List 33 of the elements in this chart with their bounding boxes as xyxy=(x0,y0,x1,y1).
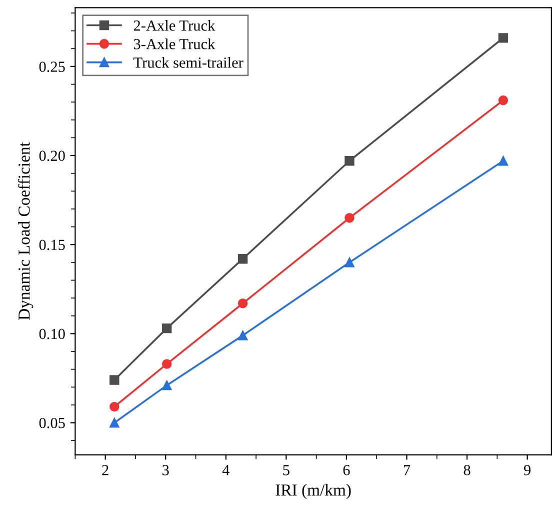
point xyxy=(162,323,172,334)
x-axis-title: IRI (m/km) xyxy=(276,484,351,500)
y-axis-title: Dynamic Load Coefficient xyxy=(18,142,34,320)
point xyxy=(162,359,172,369)
y-tick-label: 0.15 xyxy=(39,240,65,250)
point xyxy=(110,402,120,412)
legend-label: 3-Axle Truck xyxy=(134,38,216,50)
point xyxy=(110,418,120,428)
x-tick-label: 4 xyxy=(222,465,230,476)
point xyxy=(344,156,354,166)
x-tick-label: 5 xyxy=(283,465,290,476)
point xyxy=(498,33,508,43)
point xyxy=(344,258,354,268)
point xyxy=(162,380,172,390)
y-tick-label: 0.20 xyxy=(39,150,65,162)
point xyxy=(238,298,248,308)
x-tick-label: 2 xyxy=(102,464,108,476)
x-tick-label: 7 xyxy=(404,465,410,476)
point xyxy=(498,156,508,166)
point xyxy=(110,375,120,385)
point xyxy=(238,330,248,340)
y-tick-label: 0.25 xyxy=(39,62,65,72)
x-tick-label: 8 xyxy=(464,464,470,476)
x-tick-label: 3 xyxy=(162,464,169,476)
y-tick-label: 0.10 xyxy=(39,328,65,340)
point xyxy=(344,213,354,223)
point xyxy=(238,254,248,264)
x-tick-label: 6 xyxy=(343,464,350,476)
legend-label: 2-Axle Truck xyxy=(134,20,216,31)
y-tick-label: 0.05 xyxy=(39,418,65,428)
x-tick-label: 9 xyxy=(524,464,531,476)
point xyxy=(498,95,508,106)
legend-label: Truck semi-trailer xyxy=(134,57,244,68)
